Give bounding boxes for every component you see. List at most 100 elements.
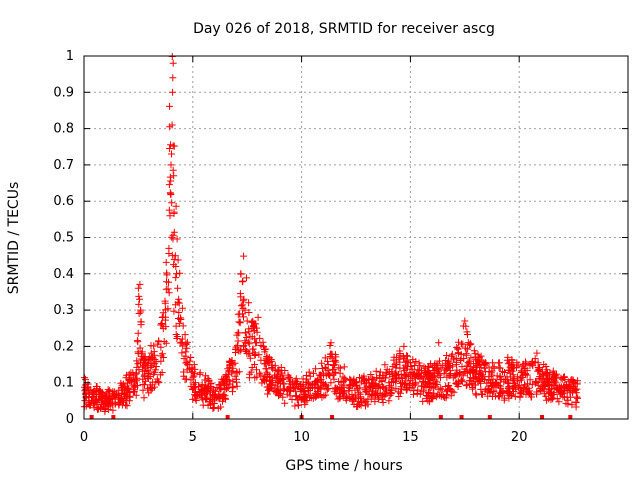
data-point [133, 363, 141, 371]
data-point [403, 372, 411, 380]
data-point [453, 344, 461, 351]
data-point [463, 381, 471, 389]
data-point [250, 323, 258, 331]
data-point [175, 295, 183, 303]
data-point [170, 256, 178, 264]
data-point [172, 263, 180, 270]
data-point [529, 357, 536, 365]
y-tick-label: 0.8 [53, 122, 74, 137]
data-point [427, 393, 435, 401]
data-point [251, 374, 259, 382]
data-point [140, 394, 148, 402]
data-point [485, 386, 493, 394]
data-point [311, 377, 319, 385]
data-point [476, 360, 484, 368]
data-point [175, 315, 182, 322]
data-point [488, 382, 495, 390]
data-point [168, 121, 176, 129]
bottom-marker [487, 415, 492, 419]
data-point [234, 342, 241, 350]
data-point [106, 386, 114, 394]
data-point [169, 88, 177, 96]
data-point [402, 358, 410, 366]
data-point [367, 395, 375, 403]
data-point [138, 348, 146, 356]
data-point [437, 364, 445, 372]
data-point [242, 329, 249, 337]
data-point [137, 355, 145, 363]
data-point [163, 278, 170, 286]
data-point [320, 371, 327, 379]
data-point [147, 364, 155, 371]
data-point [422, 394, 430, 402]
data-point [351, 378, 359, 386]
data-point [268, 364, 276, 371]
data-point [130, 383, 138, 391]
data-point [121, 389, 129, 397]
data-point [180, 355, 188, 363]
data-point [457, 355, 465, 363]
data-point [443, 388, 451, 396]
data-point [525, 387, 533, 395]
data-point [346, 385, 354, 393]
data-point [145, 368, 153, 376]
bottom-marker [225, 415, 230, 419]
data-point [167, 161, 175, 169]
data-point [161, 299, 169, 307]
data-point [243, 317, 251, 325]
data-point [517, 369, 525, 376]
data-point [505, 388, 513, 396]
data-point [492, 378, 500, 386]
data-point [158, 320, 166, 327]
data-point [369, 387, 377, 395]
data-point [332, 353, 340, 361]
data-point [314, 385, 322, 393]
data-point [372, 367, 380, 375]
data-point [207, 401, 214, 409]
data-point [306, 392, 314, 400]
data-point [173, 333, 181, 340]
data-point [493, 379, 501, 387]
data-point [123, 402, 131, 410]
data-point [556, 388, 564, 396]
data-point [158, 369, 166, 376]
data-point [302, 378, 310, 386]
data-point [276, 390, 284, 397]
data-point [262, 345, 270, 353]
data-point [149, 378, 157, 386]
data-point [147, 349, 155, 357]
data-point [240, 313, 247, 321]
y-tick-label: 0.2 [53, 339, 74, 354]
data-point [304, 384, 312, 392]
data-point [461, 317, 469, 325]
data-point [504, 379, 512, 387]
data-point [189, 395, 197, 403]
data-point [539, 375, 547, 383]
data-point [263, 376, 270, 384]
data-point [311, 393, 319, 401]
data-point [568, 401, 576, 409]
data-point [540, 361, 548, 368]
data-point [406, 369, 414, 377]
data-point [339, 392, 347, 400]
data-point [392, 364, 400, 372]
data-point [562, 399, 570, 407]
data-point [342, 376, 350, 384]
data-point [154, 377, 162, 385]
data-point [191, 370, 199, 378]
data-point [288, 396, 296, 403]
data-point [336, 394, 344, 402]
data-point [469, 385, 477, 393]
data-point [299, 395, 307, 403]
data-point [228, 369, 236, 377]
data-point [474, 377, 482, 385]
data-point [98, 403, 106, 411]
data-point [262, 357, 270, 364]
data-point [166, 102, 174, 110]
data-point [291, 377, 299, 385]
data-point [202, 381, 210, 389]
data-point [271, 366, 279, 374]
y-tick-label: 0.5 [53, 231, 74, 246]
data-point [435, 339, 443, 347]
data-point [327, 379, 335, 387]
